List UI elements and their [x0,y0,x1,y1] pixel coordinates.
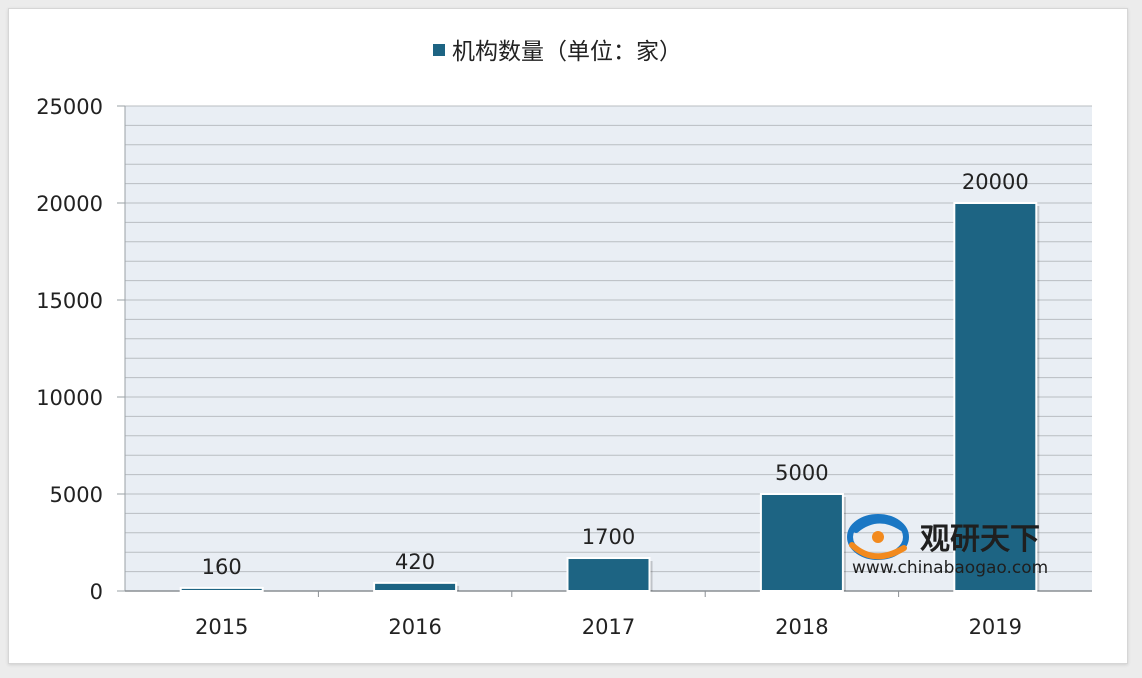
legend: 机构数量（单位：家） [433,39,682,65]
gridlines [124,105,1092,592]
data-label: 1700 [582,525,635,549]
watermark: 观研天下 www.chinabaogao.com [847,514,1048,578]
bar [179,586,264,592]
bar [759,493,844,592]
y-tick-label: 5000 [50,483,103,507]
data-label: 20000 [962,170,1029,194]
x-tick-label: 2017 [582,615,635,639]
legend-label: 机构数量（单位：家） [452,39,682,65]
data-label: 5000 [775,461,828,485]
y-tick-label: 15000 [36,289,103,313]
bar [566,557,651,593]
watermark-cn: 观研天下 [920,522,1040,557]
y-axis-ticks: 0 5000 10000 15000 20000 25000 [36,95,125,604]
legend-swatch [433,44,445,56]
data-label: 160 [202,555,242,579]
x-axis-ticks: 2015 2016 2017 2018 2019 [195,591,1022,639]
y-tick-label: 0 [90,580,103,604]
data-labels: 160 420 1700 5000 20000 [202,170,1029,579]
x-tick-label: 2016 [388,615,441,639]
x-tick-label: 2018 [775,615,828,639]
y-tick-label: 10000 [36,386,103,410]
plot-area [125,106,1092,591]
bars [179,202,1040,593]
data-label: 420 [395,550,435,574]
x-tick-label: 2019 [969,615,1022,639]
y-tick-label: 20000 [36,192,103,216]
x-tick-label: 2015 [195,615,248,639]
bar [953,202,1038,592]
chinabaogao-logo-icon [847,514,909,560]
y-tick-label: 25000 [36,95,103,119]
watermark-url: www.chinabaogao.com [852,558,1048,578]
plot-background [125,106,1092,591]
bar [373,581,458,592]
